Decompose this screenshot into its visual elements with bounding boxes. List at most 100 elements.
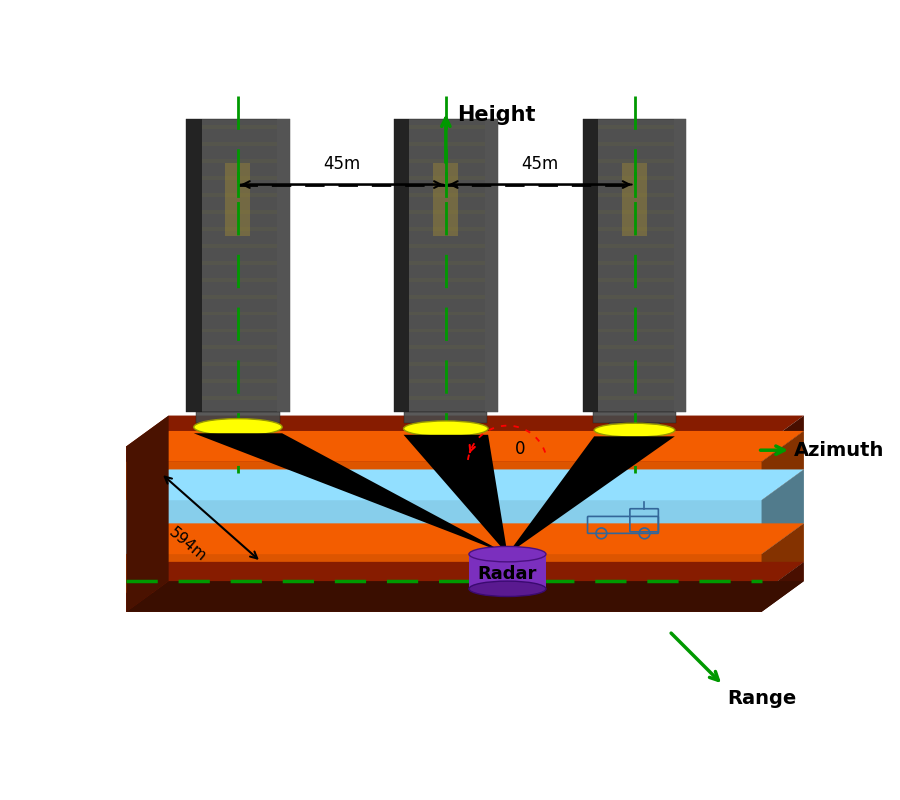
- Bar: [598, 159, 674, 163]
- Bar: [598, 176, 674, 180]
- Bar: [598, 346, 674, 350]
- Ellipse shape: [469, 581, 546, 597]
- Polygon shape: [126, 562, 804, 593]
- Polygon shape: [674, 119, 687, 412]
- FancyBboxPatch shape: [196, 412, 280, 423]
- Polygon shape: [761, 431, 804, 500]
- FancyBboxPatch shape: [394, 119, 498, 412]
- Bar: [469, 554, 546, 589]
- Bar: [202, 261, 277, 265]
- Bar: [202, 227, 277, 230]
- Polygon shape: [126, 593, 761, 612]
- Polygon shape: [126, 554, 761, 593]
- Bar: [598, 278, 674, 282]
- Polygon shape: [126, 523, 804, 554]
- Polygon shape: [761, 562, 804, 612]
- Bar: [598, 210, 674, 214]
- Bar: [202, 210, 277, 214]
- Text: 45m: 45m: [521, 155, 559, 173]
- Bar: [202, 362, 277, 366]
- Polygon shape: [186, 119, 202, 412]
- Bar: [202, 294, 277, 298]
- Bar: [598, 396, 674, 400]
- Bar: [410, 312, 485, 315]
- Polygon shape: [443, 433, 449, 450]
- Bar: [410, 278, 485, 282]
- Bar: [410, 227, 485, 230]
- Polygon shape: [126, 415, 804, 446]
- Ellipse shape: [194, 418, 282, 435]
- Bar: [202, 176, 277, 180]
- Bar: [202, 346, 277, 350]
- Bar: [410, 329, 485, 332]
- Polygon shape: [126, 500, 761, 554]
- Polygon shape: [485, 119, 498, 412]
- Polygon shape: [403, 435, 508, 554]
- FancyBboxPatch shape: [593, 412, 676, 423]
- Polygon shape: [761, 523, 804, 593]
- Bar: [598, 193, 674, 197]
- FancyBboxPatch shape: [404, 412, 488, 423]
- Bar: [410, 362, 485, 366]
- Polygon shape: [194, 434, 508, 554]
- Bar: [598, 227, 674, 230]
- Bar: [598, 244, 674, 248]
- Ellipse shape: [469, 546, 546, 562]
- Bar: [202, 396, 277, 400]
- Polygon shape: [761, 470, 804, 554]
- Bar: [598, 379, 674, 383]
- Polygon shape: [761, 415, 804, 462]
- Bar: [598, 126, 674, 129]
- Bar: [202, 312, 277, 315]
- Bar: [598, 312, 674, 315]
- Bar: [410, 244, 485, 248]
- Text: Height: Height: [457, 106, 536, 126]
- Polygon shape: [235, 433, 241, 450]
- Bar: [202, 142, 277, 146]
- Bar: [598, 261, 674, 265]
- Polygon shape: [126, 415, 168, 612]
- Bar: [202, 244, 277, 248]
- Bar: [410, 193, 485, 197]
- Bar: [202, 193, 277, 197]
- Bar: [410, 126, 485, 129]
- Bar: [202, 329, 277, 332]
- FancyBboxPatch shape: [582, 119, 687, 412]
- Text: 0: 0: [515, 440, 526, 458]
- Bar: [410, 346, 485, 350]
- FancyBboxPatch shape: [226, 163, 250, 236]
- FancyBboxPatch shape: [420, 423, 472, 433]
- Text: Range: Range: [727, 689, 796, 708]
- Bar: [410, 261, 485, 265]
- Ellipse shape: [594, 423, 675, 437]
- Bar: [410, 159, 485, 163]
- Bar: [410, 396, 485, 400]
- Bar: [410, 176, 485, 180]
- Polygon shape: [582, 119, 599, 412]
- Text: Azimuth: Azimuth: [794, 441, 885, 460]
- Bar: [410, 294, 485, 298]
- Polygon shape: [126, 446, 761, 462]
- FancyBboxPatch shape: [186, 119, 290, 412]
- Text: 594m: 594m: [166, 526, 210, 565]
- Bar: [598, 142, 674, 146]
- Polygon shape: [632, 433, 637, 450]
- Bar: [202, 379, 277, 383]
- Polygon shape: [394, 119, 410, 412]
- Polygon shape: [277, 119, 290, 412]
- Bar: [410, 142, 485, 146]
- Ellipse shape: [403, 421, 488, 436]
- Polygon shape: [126, 581, 804, 612]
- Polygon shape: [126, 462, 761, 500]
- Polygon shape: [126, 431, 804, 462]
- Bar: [410, 379, 485, 383]
- FancyBboxPatch shape: [212, 423, 264, 433]
- Polygon shape: [508, 436, 675, 554]
- Polygon shape: [126, 470, 804, 500]
- Bar: [202, 126, 277, 129]
- Bar: [598, 329, 674, 332]
- Bar: [598, 362, 674, 366]
- FancyBboxPatch shape: [608, 423, 661, 433]
- Text: 45m: 45m: [323, 155, 361, 173]
- Bar: [202, 159, 277, 163]
